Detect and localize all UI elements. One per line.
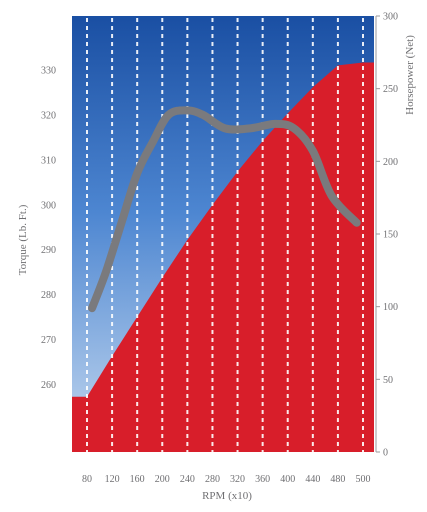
x-tick-label: 360 bbox=[255, 474, 270, 485]
right-tick-label: 0 bbox=[383, 448, 388, 459]
left-tick-label: 320 bbox=[41, 110, 56, 121]
x-tick-label: 200 bbox=[155, 474, 170, 485]
right-tick-label: 50 bbox=[383, 375, 393, 386]
torque-line-layer bbox=[88, 106, 361, 313]
x-tick-label: 120 bbox=[105, 474, 120, 485]
x-tick-label: 160 bbox=[130, 474, 145, 485]
x-tick-label: 240 bbox=[180, 474, 195, 485]
x-axis-title: RPM (x10) bbox=[202, 490, 252, 502]
x-tick-label: 320 bbox=[230, 474, 245, 485]
horsepower-area bbox=[72, 62, 374, 453]
x-tick-label: 440 bbox=[305, 474, 320, 485]
left-tick-label: 290 bbox=[41, 245, 56, 256]
left-tick-label: 270 bbox=[41, 335, 56, 346]
x-tick-label: 500 bbox=[356, 474, 371, 485]
left-tick-label: 310 bbox=[41, 155, 56, 166]
right-axis-title: Horsepower (Net) bbox=[404, 35, 416, 115]
left-tick-label: 280 bbox=[41, 290, 56, 301]
x-tick-label: 280 bbox=[205, 474, 220, 485]
left-tick-label: 260 bbox=[41, 380, 56, 391]
right-tick-label: 250 bbox=[383, 84, 398, 95]
grid-layer bbox=[86, 18, 364, 452]
torque-line bbox=[88, 106, 361, 313]
x-tick-label: 80 bbox=[82, 474, 92, 485]
right-tick-label: 150 bbox=[383, 230, 398, 241]
left-tick-label: 300 bbox=[41, 200, 56, 211]
right-tick-label: 100 bbox=[383, 302, 398, 313]
x-tick-label: 400 bbox=[280, 474, 295, 485]
right-tick-label: 300 bbox=[383, 12, 398, 23]
x-tick-label: 480 bbox=[330, 474, 345, 485]
axis-layer: 80 120 160 200 240 280 320 360 400 440 480 50026027… bbox=[17, 12, 416, 503]
horsepower-area-layer bbox=[72, 62, 374, 453]
left-axis-title: Torque (Lb. Ft.) bbox=[17, 204, 29, 275]
right-tick-label: 200 bbox=[383, 157, 398, 168]
left-tick-label: 330 bbox=[41, 65, 56, 76]
